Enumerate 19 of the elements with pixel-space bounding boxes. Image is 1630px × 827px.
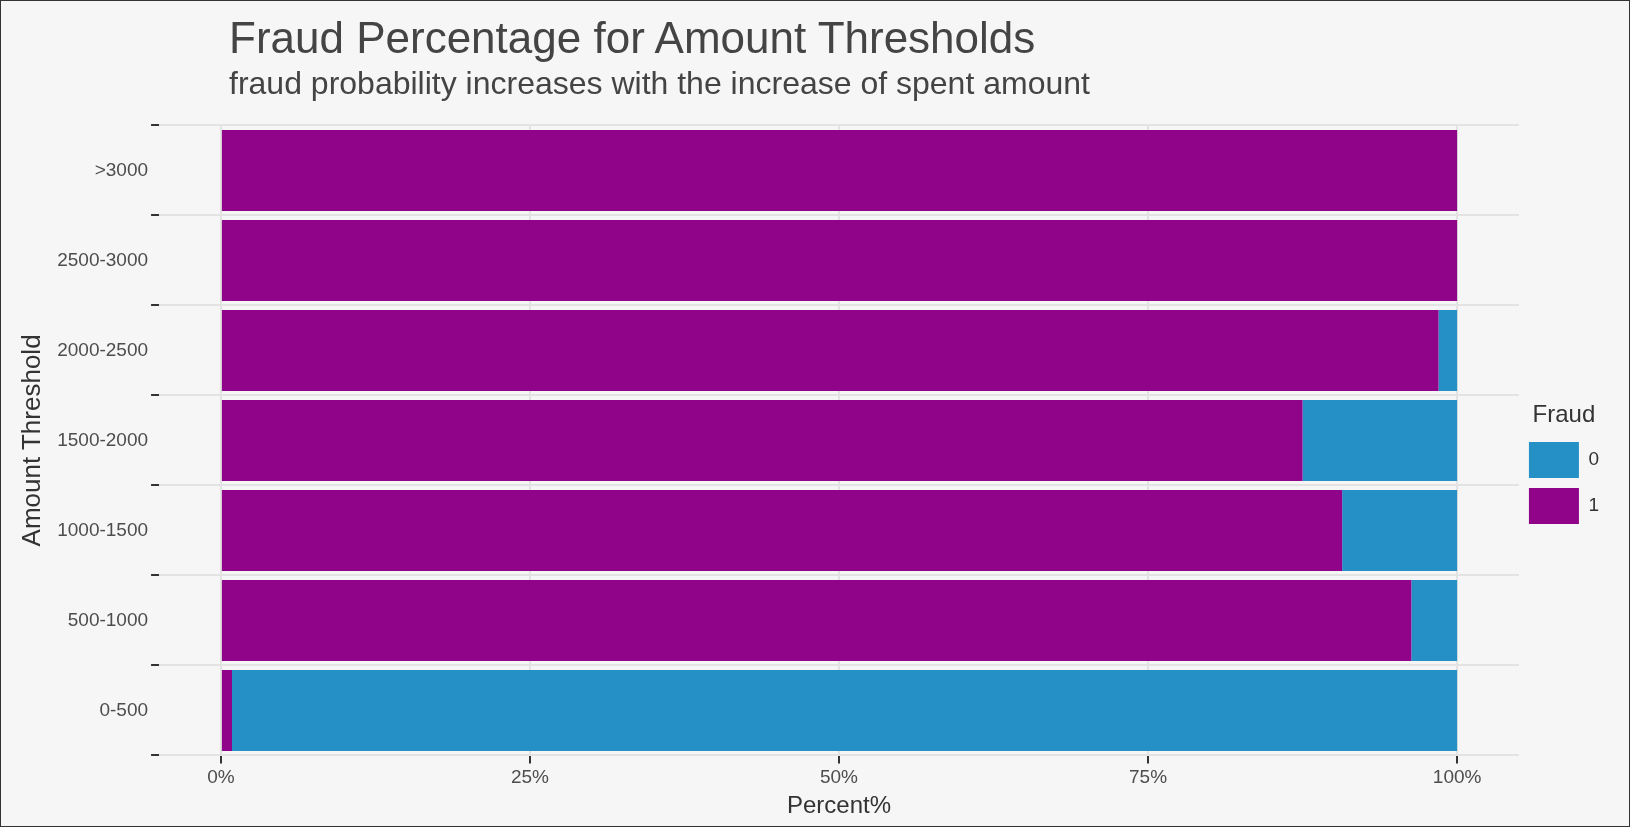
chart-subtitle: fraud probability increases with the increase of spent amount xyxy=(229,65,1090,102)
y-tick-label: 1000-1500 xyxy=(57,518,149,540)
y-tick-label: 2000-2500 xyxy=(57,338,149,360)
legend-label: 0 xyxy=(1588,448,1600,470)
x-axis-title: Percent% xyxy=(786,791,892,819)
y-axis-title: Amount Threshold xyxy=(15,334,46,547)
legend-title: Fraud xyxy=(1532,399,1596,427)
chart-title: Fraud Percentage for Amount Thresholds xyxy=(229,13,1036,63)
x-tick-label: 25% xyxy=(510,766,550,788)
legend-label: 1 xyxy=(1588,494,1600,516)
x-tick-label: 75% xyxy=(1129,766,1168,788)
y-tick-label: 1500-2000 xyxy=(57,428,149,450)
y-tick-label: >3000 xyxy=(94,158,149,180)
x-tick-label: 0% xyxy=(207,766,235,788)
x-tick-label: 50% xyxy=(819,766,859,788)
y-tick-label: 500-1000 xyxy=(67,608,149,630)
y-tick-label: 0-500 xyxy=(99,698,149,720)
x-tick-label: 100% xyxy=(1432,766,1482,788)
y-tick-label: 2500-3000 xyxy=(57,248,149,270)
